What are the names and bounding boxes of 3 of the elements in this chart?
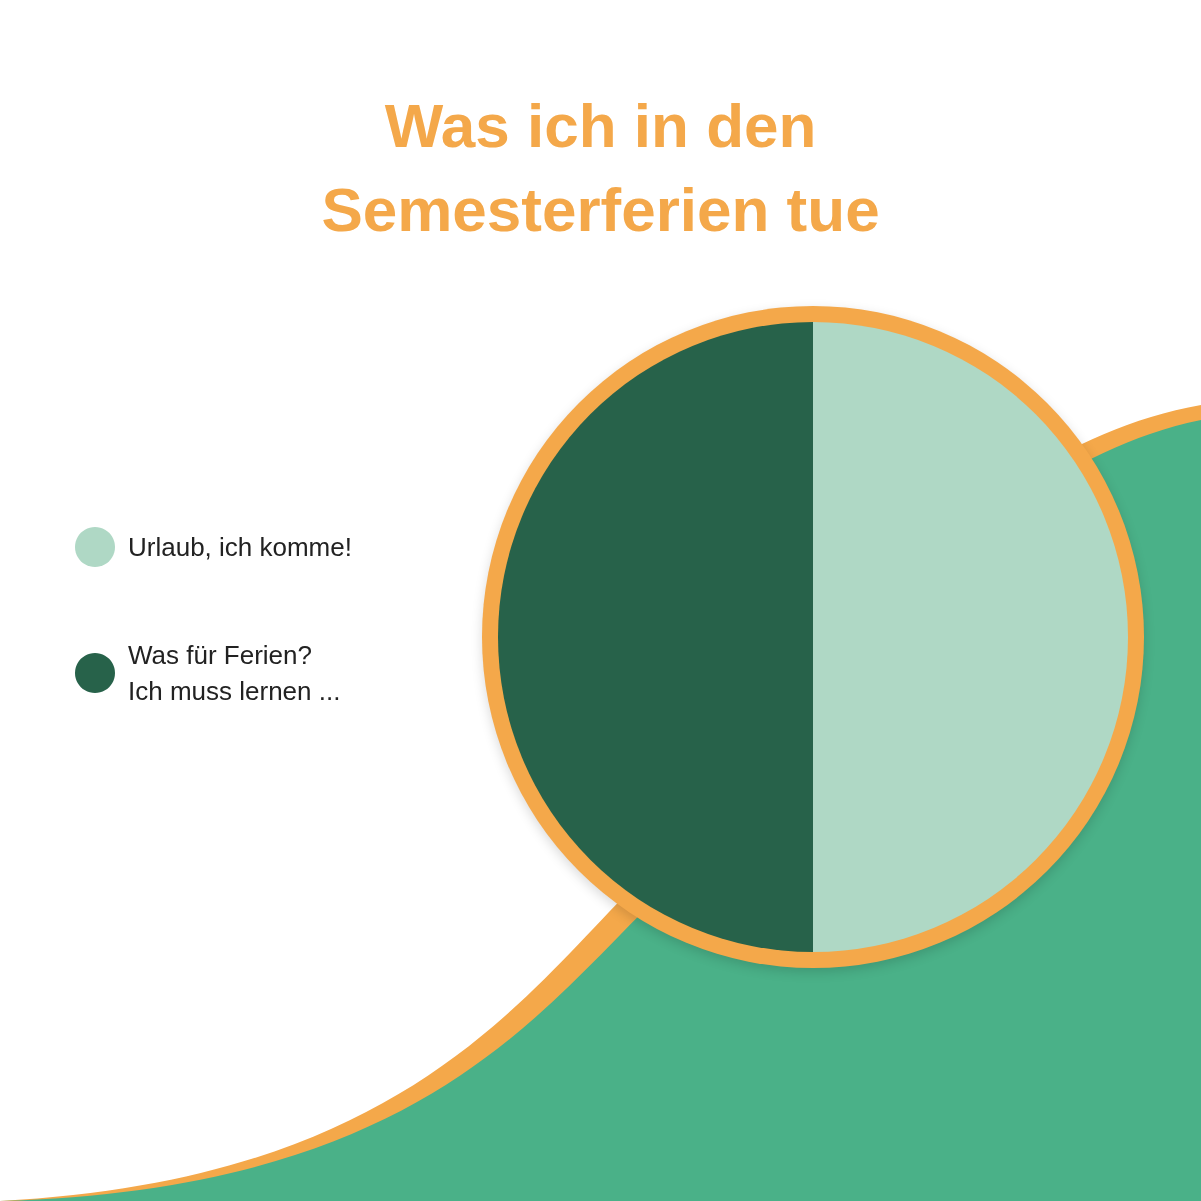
legend-label: Was für Ferien? Ich muss lernen ... [128, 640, 341, 706]
chart-title: Was ich in den Semesterferien tue [321, 90, 880, 244]
legend-label: Urlaub, ich komme! [128, 532, 352, 562]
